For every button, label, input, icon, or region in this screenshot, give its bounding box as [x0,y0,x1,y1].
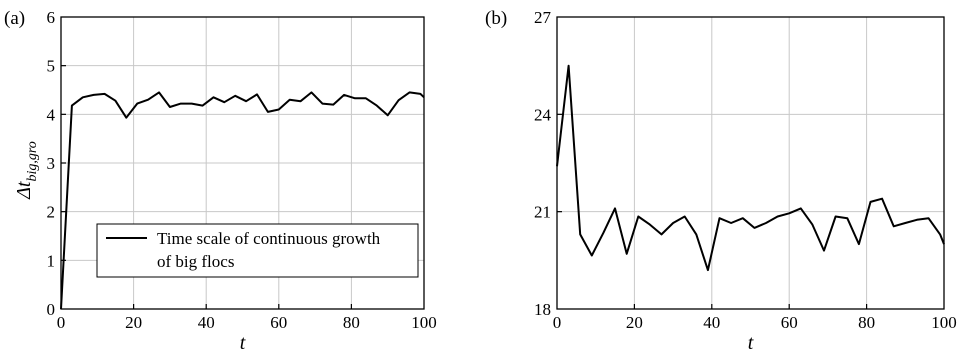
plot-frame-b [556,16,945,310]
plot-frame-a [60,16,425,310]
ticks-a: 0 20 40 60 80 100 0 1 2 3 4 5 6 [47,8,437,332]
y-tick-label: 3 [47,154,56,173]
series-line [60,91,425,310]
x-tick-label: 60 [270,313,287,332]
x-tick-label: 80 [343,313,360,332]
x-tick-label: 20 [626,313,643,332]
legend-box [96,223,419,278]
y-tick-label: 4 [47,105,56,124]
legend-label-line2: of big flocs [157,252,234,271]
y-tick-label: 0 [47,300,56,319]
x-tick-label: 0 [553,313,562,332]
y-tick-label: 27 [534,8,552,27]
y-tick-label: 24 [534,105,552,124]
x-tick-label: 80 [858,313,875,332]
y-axis-title: Δtbig,gro [13,141,40,200]
x-tick-label: 40 [703,313,720,332]
legend: Time scale of continuous growth of big f… [96,223,419,278]
panel-a-label: (a) [4,8,25,29]
y-tick-label: 6 [47,8,56,27]
ticks-b: 0 20 40 60 80 100 18 21 24 27 [534,8,957,332]
x-tick-label: 0 [57,313,66,332]
legend-label-line1: Time scale of continuous growth [157,229,381,248]
panel-b: (b) 0 20 40 60 80 100 18 21 24 27 t [485,8,957,353]
panel-b-label: (b) [485,8,507,29]
y-tick-label: 2 [47,203,56,222]
y-axis-title-main: Δt [13,181,35,200]
series-line [556,64,945,272]
series-b [556,64,945,272]
y-tick-label: 1 [47,251,56,270]
y-tick-label: 21 [534,203,551,222]
x-tick-label: 100 [931,313,957,332]
y-axis-title-subscript: big,gro [25,141,40,181]
x-tick-label: 20 [125,313,142,332]
grid-b [557,17,944,309]
x-axis-title-a: t [240,332,246,353]
panel-a: (a) Δtbig,gro 0 20 40 60 80 100 0 1 2 3 4 5 6 t Time… [4,8,437,353]
y-tick-label: 18 [534,300,551,319]
x-tick-label: 60 [781,313,798,332]
x-axis-title-b: t [748,332,754,353]
y-tick-label: 5 [47,57,56,76]
x-tick-label: 100 [411,313,437,332]
series-a [60,91,425,310]
x-tick-label: 40 [198,313,215,332]
